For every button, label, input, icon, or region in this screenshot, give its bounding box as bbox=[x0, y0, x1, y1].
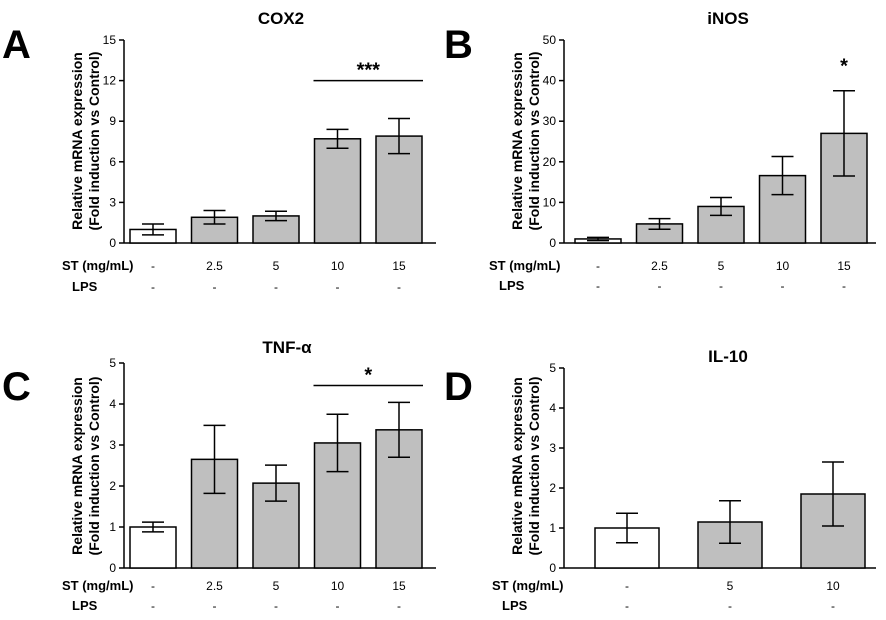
lps-cell: - bbox=[625, 599, 629, 613]
x-tick-label: 10 bbox=[331, 579, 345, 593]
y-tick-label: 12 bbox=[103, 74, 117, 88]
x-tick-label: 5 bbox=[273, 579, 280, 593]
y-axis-title-line: (Fold induction vs Control) bbox=[86, 52, 102, 231]
lps-cell: - bbox=[719, 279, 723, 293]
x-tick-label: 15 bbox=[837, 259, 851, 273]
y-tick-label: 3 bbox=[109, 195, 116, 209]
y-tick-label: 0 bbox=[549, 561, 556, 575]
chart-title-d: IL-10 bbox=[708, 347, 748, 366]
x-tick-label: 2.5 bbox=[651, 259, 668, 273]
significance-label-b: * bbox=[840, 55, 848, 77]
y-tick-label: 5 bbox=[109, 356, 116, 370]
st-row-label-c: ST (mg/mL) bbox=[62, 578, 134, 593]
x-tick-label: - bbox=[596, 259, 600, 273]
lps-cell: - bbox=[596, 279, 600, 293]
y-axis-title-c: Relative mRNA expression(Fold induction … bbox=[69, 377, 102, 556]
x-tick-label: 10 bbox=[826, 579, 840, 593]
lps-row-label-a: LPS bbox=[72, 279, 98, 294]
x-tick-label: - bbox=[151, 259, 155, 273]
lps-cell: - bbox=[781, 279, 785, 293]
y-axis-title-line: (Fold induction vs Control) bbox=[526, 52, 542, 231]
x-tick-label: 15 bbox=[392, 579, 406, 593]
y-axis-title-line: Relative mRNA expression bbox=[69, 52, 85, 230]
panel-letter-b: B bbox=[444, 23, 473, 67]
lps-cell: - bbox=[336, 280, 340, 294]
lps-cell: - bbox=[151, 599, 155, 613]
y-axis-title-d: Relative mRNA expression(Fold induction … bbox=[509, 377, 542, 556]
lps-cell: - bbox=[842, 279, 846, 293]
lps-row-label-d: LPS bbox=[502, 598, 528, 613]
lps-cell: - bbox=[658, 279, 662, 293]
y-tick-label: 30 bbox=[543, 114, 557, 128]
y-tick-label: 3 bbox=[109, 438, 116, 452]
bar bbox=[313, 138, 362, 244]
y-tick-label: 2 bbox=[549, 481, 556, 495]
y-tick-label: 6 bbox=[109, 155, 116, 169]
y-axis-title-line: Relative mRNA expression bbox=[69, 377, 85, 555]
y-tick-label: 1 bbox=[109, 520, 116, 534]
lps-cell: - bbox=[336, 599, 340, 613]
panel-letter-d: D bbox=[444, 365, 473, 409]
y-tick-label: 0 bbox=[109, 561, 116, 575]
lps-cell: - bbox=[274, 280, 278, 294]
lps-cell: - bbox=[213, 599, 217, 613]
y-axis-title-line: (Fold induction vs Control) bbox=[86, 377, 102, 556]
st-row-label-b: ST (mg/mL) bbox=[489, 258, 561, 273]
st-row-label-d: ST (mg/mL) bbox=[492, 578, 564, 593]
bar bbox=[190, 216, 239, 244]
lps-cell: - bbox=[728, 599, 732, 613]
y-axis-title-line: Relative mRNA expression bbox=[509, 52, 525, 230]
lps-cell: - bbox=[151, 280, 155, 294]
x-tick-label: 10 bbox=[776, 259, 790, 273]
y-axis-title-line: Relative mRNA expression bbox=[509, 377, 525, 555]
x-tick-label: - bbox=[151, 579, 155, 593]
y-tick-label: 50 bbox=[543, 33, 557, 47]
lps-cell: - bbox=[831, 599, 835, 613]
panel-letter-c: C bbox=[2, 365, 31, 409]
chart-title-c: TNF-α bbox=[262, 338, 312, 357]
y-tick-label: 40 bbox=[543, 74, 557, 88]
chart-title-a: COX2 bbox=[258, 9, 304, 28]
significance-label-a: *** bbox=[357, 60, 381, 82]
y-tick-label: 4 bbox=[549, 401, 556, 415]
panel-letter-a: A bbox=[2, 23, 31, 67]
x-tick-label: 5 bbox=[727, 579, 734, 593]
y-tick-label: 9 bbox=[109, 114, 116, 128]
y-tick-label: 0 bbox=[549, 236, 556, 250]
y-axis-title-line: (Fold induction vs Control) bbox=[526, 377, 542, 556]
y-tick-label: 0 bbox=[109, 236, 116, 250]
y-tick-label: 2 bbox=[109, 479, 116, 493]
y-tick-label: 1 bbox=[549, 521, 556, 535]
y-tick-label: 20 bbox=[543, 155, 557, 169]
x-tick-label: 2.5 bbox=[206, 579, 223, 593]
y-tick-label: 15 bbox=[103, 33, 117, 47]
chart-title-b: iNOS bbox=[707, 9, 749, 28]
y-tick-label: 10 bbox=[543, 195, 557, 209]
y-axis-title-b: Relative mRNA expression(Fold induction … bbox=[509, 52, 542, 231]
bar bbox=[252, 215, 300, 244]
st-row-label-a: ST (mg/mL) bbox=[62, 258, 134, 273]
y-tick-label: 5 bbox=[549, 361, 556, 375]
bar bbox=[129, 526, 177, 569]
x-tick-label: 15 bbox=[392, 259, 406, 273]
x-tick-label: 5 bbox=[273, 259, 280, 273]
significance-label-c: * bbox=[364, 365, 372, 387]
lps-row-label-c: LPS bbox=[72, 598, 98, 613]
lps-cell: - bbox=[274, 599, 278, 613]
y-tick-label: 3 bbox=[549, 441, 556, 455]
x-tick-label: - bbox=[625, 579, 629, 593]
x-tick-label: 2.5 bbox=[206, 259, 223, 273]
y-tick-label: 4 bbox=[109, 397, 116, 411]
x-tick-label: 5 bbox=[718, 259, 725, 273]
y-axis-title-a: Relative mRNA expression(Fold induction … bbox=[69, 52, 102, 231]
lps-cell: - bbox=[397, 280, 401, 294]
x-tick-label: 10 bbox=[331, 259, 345, 273]
lps-cell: - bbox=[213, 280, 217, 294]
lps-row-label-b: LPS bbox=[499, 278, 525, 293]
lps-cell: - bbox=[397, 599, 401, 613]
